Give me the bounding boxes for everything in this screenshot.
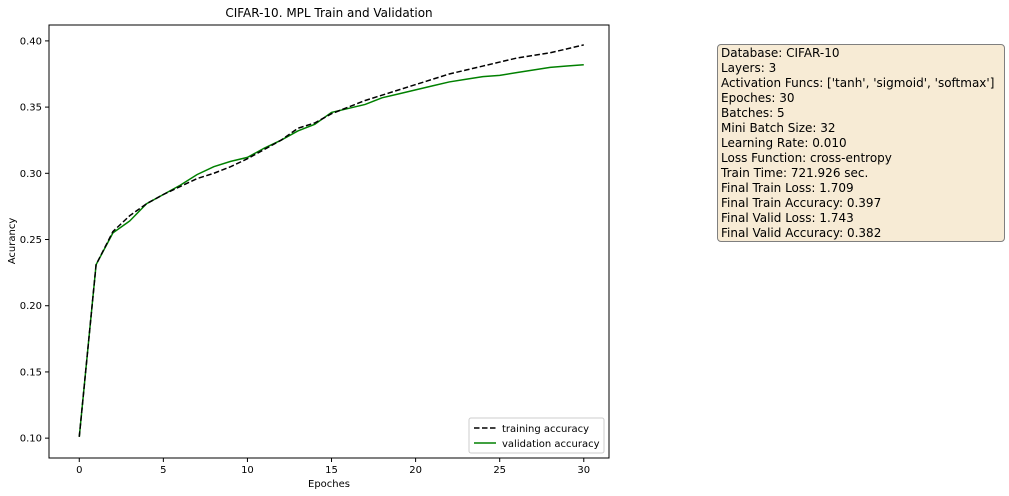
x-tick-label: 20 [409,465,422,476]
y-tick-label: 0.10 [20,434,42,445]
x-tick-label: 0 [76,465,82,476]
x-tick-label: 15 [325,465,338,476]
info-mini-batch-size: Mini Batch Size: 32 [721,121,836,135]
training-accuracy-line [78,44,584,437]
y-tick-label: 0.20 [20,301,42,312]
y-tick-label: 0.35 [20,103,42,114]
y-tick-label: 0.15 [20,367,42,378]
y-axis-label: Acurancy [7,218,18,265]
x-axis-label: Epoches [308,479,350,490]
info-final-valid-loss: Final Valid Loss: 1.743 [721,211,854,225]
series-lines [78,44,584,437]
x-tick-label: 25 [493,465,506,476]
x-tick-label: 30 [577,465,590,476]
info-final-train-accuracy: Final Train Accuracy: 0.397 [721,196,882,210]
info-loss-function: Loss Function: cross-entropy [721,151,892,165]
legend-label-validation: validation accuracy [502,439,600,450]
info-final-train-loss: Final Train Loss: 1.709 [721,181,854,195]
y-tick-label: 0.30 [20,169,42,180]
chart-title: CIFAR-10. MPL Train and Validation [225,6,432,20]
plot-area-frame [48,24,610,459]
info-learning-rate: Learning Rate: 0.010 [721,136,847,150]
validation-accuracy-line [78,63,584,437]
training-summary-box: Database: CIFAR-10 Layers: 3 Activation … [717,44,1005,242]
info-activation-funcs: Activation Funcs: ['tanh', 'sigmoid', 's… [721,76,995,90]
info-epoches: Epoches: 30 [721,91,795,105]
info-database: Database: CIFAR-10 [721,46,840,60]
legend: training accuracy validation accuracy [468,417,605,454]
y-tick-label: 0.40 [20,36,42,47]
x-tick-label: 5 [160,465,166,476]
x-axis-ticks: 0 5 10 15 20 25 30 [76,458,590,476]
info-train-time: Train Time: 721.926 sec. [721,166,869,180]
x-tick-label: 10 [241,465,254,476]
legend-frame [468,417,605,454]
info-final-valid-accuracy: Final Valid Accuracy: 0.382 [721,226,882,240]
y-tick-label: 0.25 [20,235,42,246]
legend-label-training: training accuracy [502,424,589,435]
y-axis-ticks: 0.10 0.15 0.20 0.25 0.30 0.35 0.40 [20,36,49,445]
info-layers: Layers: 3 [721,61,777,75]
info-batches: Batches: 5 [721,106,785,120]
